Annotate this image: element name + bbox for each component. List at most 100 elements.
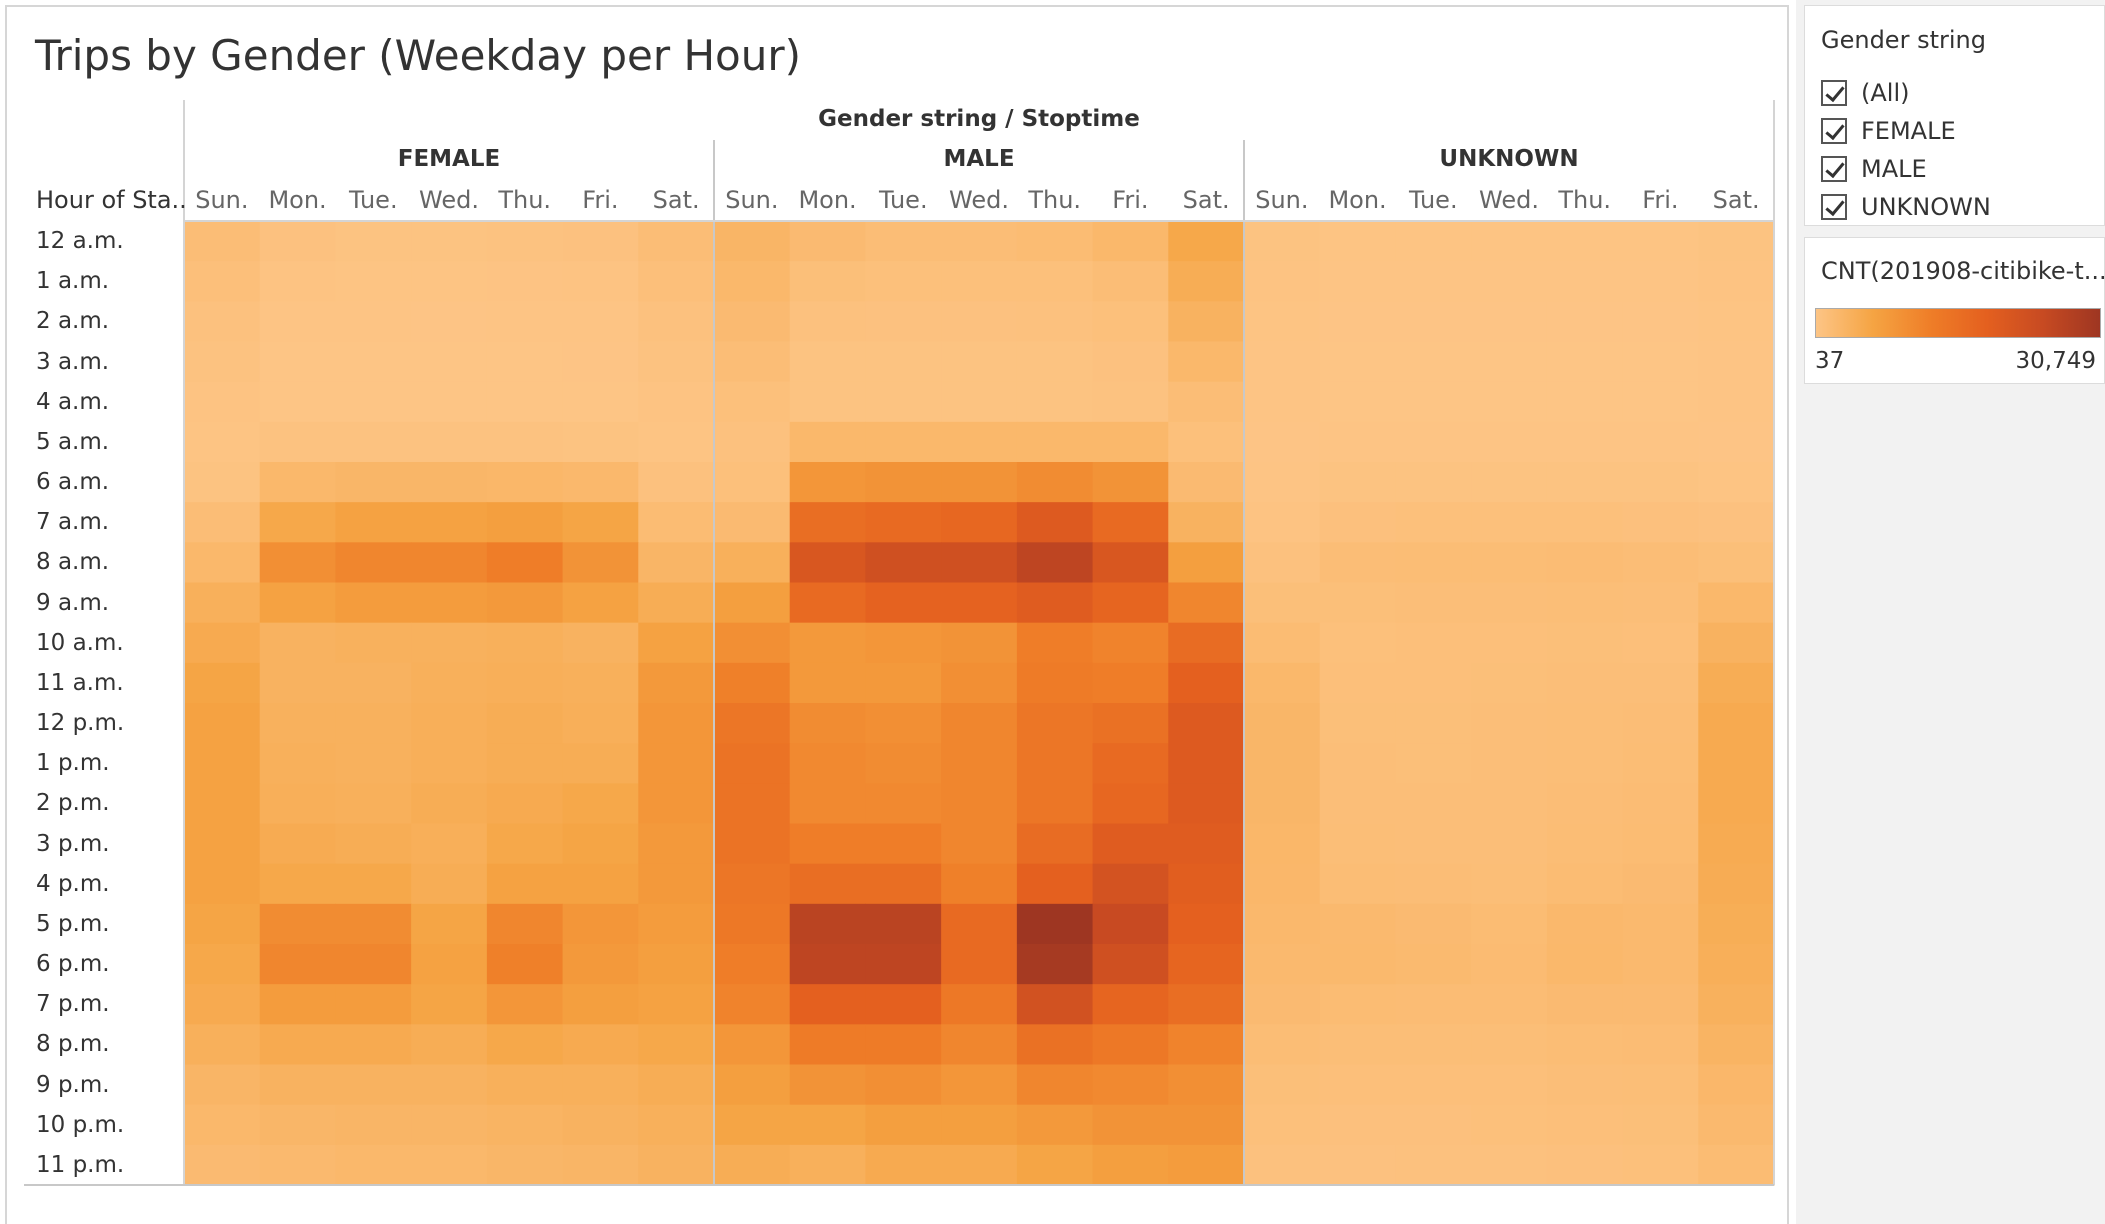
heatmap-cell[interactable] [1016,301,1094,343]
heatmap-cell[interactable] [1244,381,1321,423]
heatmap-cell[interactable] [1471,502,1548,543]
heatmap-cell[interactable] [714,502,791,543]
heatmap-cell[interactable] [1168,301,1245,343]
heatmap-cell[interactable] [259,823,337,865]
heatmap-cell[interactable] [789,622,867,664]
heatmap-cell[interactable] [1546,743,1624,784]
heatmap-cell[interactable] [1319,341,1397,383]
heatmap-cell[interactable] [1016,582,1094,624]
heatmap-cell[interactable] [1698,703,1775,744]
heatmap-cell[interactable] [1471,944,1548,985]
heatmap-cell[interactable] [1244,462,1321,503]
heatmap-cell[interactable] [1319,261,1397,302]
heatmap-cell[interactable] [1546,1064,1624,1106]
heatmap-cell[interactable] [1698,341,1775,383]
heatmap-cell[interactable] [486,502,564,543]
heatmap-cell[interactable] [1092,421,1169,463]
heatmap-cell[interactable] [1092,502,1169,543]
heatmap-cell[interactable] [335,703,412,744]
heatmap-cell[interactable] [1395,462,1472,503]
heatmap-cell[interactable] [789,421,867,463]
heatmap-cell[interactable] [1244,823,1321,865]
heatmap-cell[interactable] [1244,502,1321,543]
heatmap-cell[interactable] [714,1104,791,1146]
heatmap-cell[interactable] [1471,1104,1548,1146]
heatmap-cell[interactable] [1395,662,1472,704]
heatmap-cell[interactable] [259,863,337,905]
heatmap-cell[interactable] [1016,622,1094,664]
heatmap-cell[interactable] [1244,1064,1321,1106]
heatmap-cell[interactable] [1244,944,1321,985]
heatmap-cell[interactable] [1395,582,1472,624]
heatmap-cell[interactable] [411,462,488,503]
heatmap-cell[interactable] [1622,703,1699,744]
heatmap-cell[interactable] [562,1024,639,1066]
heatmap-cell[interactable] [865,703,942,744]
heatmap-cell[interactable] [714,1064,791,1106]
heatmap-cell[interactable] [184,903,261,945]
heatmap-cell[interactable] [1546,261,1624,302]
heatmap-cell[interactable] [184,381,261,423]
heatmap-cell[interactable] [259,622,337,664]
heatmap-cell[interactable] [1471,462,1548,503]
heatmap-cell[interactable] [184,662,261,704]
heatmap-cell[interactable] [1092,944,1169,985]
heatmap-cell[interactable] [562,903,639,945]
heatmap-cell[interactable] [865,984,942,1025]
heatmap-cell[interactable] [259,421,337,463]
heatmap-cell[interactable] [562,622,639,664]
heatmap-cell[interactable] [184,1024,261,1066]
heatmap-cell[interactable] [1546,542,1624,584]
heatmap-cell[interactable] [1244,1024,1321,1066]
heatmap-cell[interactable] [1319,662,1397,704]
heatmap-cell[interactable] [335,462,412,503]
heatmap-cell[interactable] [1698,261,1775,302]
heatmap-cell[interactable] [1319,421,1397,463]
heatmap-cell[interactable] [638,301,715,343]
heatmap-cell[interactable] [1546,582,1624,624]
heatmap-cell[interactable] [184,582,261,624]
heatmap-cell[interactable] [714,301,791,343]
heatmap-cell[interactable] [335,743,412,784]
heatmap-cell[interactable] [411,743,488,784]
heatmap-cell[interactable] [638,863,715,905]
heatmap-cell[interactable] [865,1144,942,1186]
heatmap-cell[interactable] [638,221,715,262]
heatmap-cell[interactable] [1471,301,1548,343]
heatmap-cell[interactable] [638,1104,715,1146]
heatmap-cell[interactable] [1092,1064,1169,1106]
heatmap-cell[interactable] [259,542,337,584]
heatmap-cell[interactable] [941,341,1018,383]
heatmap-cell[interactable] [1319,863,1397,905]
heatmap-cell[interactable] [1092,703,1169,744]
heatmap-cell[interactable] [941,381,1018,423]
heatmap-cell[interactable] [1319,502,1397,543]
heatmap-cell[interactable] [184,421,261,463]
heatmap-cell[interactable] [638,622,715,664]
heatmap-cell[interactable] [1319,1064,1397,1106]
heatmap-cell[interactable] [411,341,488,383]
heatmap-cell[interactable] [865,863,942,905]
heatmap-cell[interactable] [1016,944,1094,985]
heatmap-cell[interactable] [638,1024,715,1066]
heatmap-cell[interactable] [486,301,564,343]
heatmap-cell[interactable] [259,341,337,383]
heatmap-cell[interactable] [1622,221,1699,262]
heatmap-cell[interactable] [1471,341,1548,383]
heatmap-cell[interactable] [1471,863,1548,905]
heatmap-cell[interactable] [941,221,1018,262]
heatmap-cell[interactable] [1016,903,1094,945]
heatmap-cell[interactable] [1092,381,1169,423]
heatmap-cell[interactable] [941,743,1018,784]
heatmap-cell[interactable] [714,1024,791,1066]
heatmap-cell[interactable] [1319,622,1397,664]
heatmap-cell[interactable] [865,743,942,784]
heatmap-cell[interactable] [562,944,639,985]
heatmap-cell[interactable] [941,984,1018,1025]
heatmap-cell[interactable] [714,1144,791,1186]
heatmap-cell[interactable] [638,582,715,624]
heatmap-cell[interactable] [865,1064,942,1106]
heatmap-cell[interactable] [1168,341,1245,383]
heatmap-cell[interactable] [1244,863,1321,905]
heatmap-cell[interactable] [411,622,488,664]
